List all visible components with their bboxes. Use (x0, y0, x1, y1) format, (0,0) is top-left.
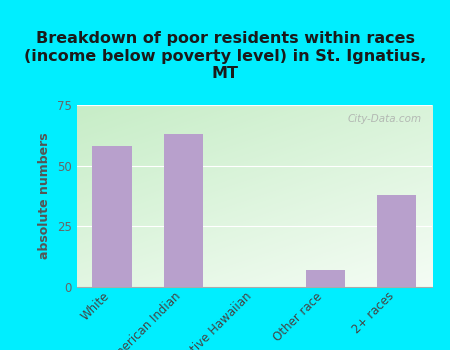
Text: Breakdown of poor residents within races
(income below poverty level) in St. Ign: Breakdown of poor residents within races… (24, 32, 426, 81)
Bar (93, 146, 131, 287)
Bar (377, 195, 416, 287)
Y-axis label: absolute numbers: absolute numbers (38, 133, 51, 259)
Text: City-Data.com: City-Data.com (347, 114, 421, 124)
Bar (164, 134, 202, 287)
Bar (306, 270, 345, 287)
